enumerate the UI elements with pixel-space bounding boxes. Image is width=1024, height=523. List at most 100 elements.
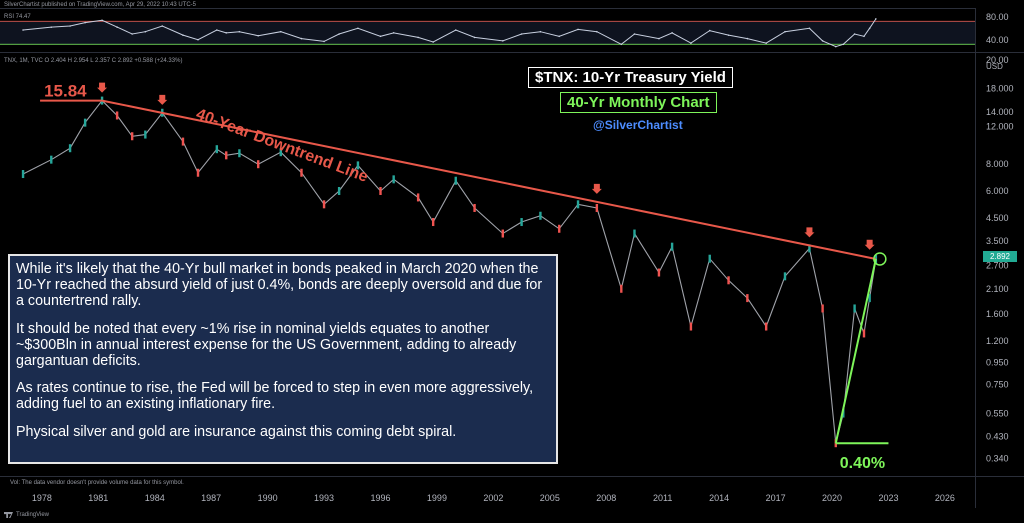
rsi-point — [116, 26, 118, 28]
price-tick-label: 12.000 — [986, 121, 1014, 131]
tradingview-label: TradingView — [16, 512, 50, 518]
price-tick-label: 3.500 — [986, 236, 1009, 246]
rsi-point — [671, 32, 673, 34]
rsi-point — [357, 27, 359, 30]
volume-note: Vol: The data vendor doesn't provide vol… — [10, 480, 184, 486]
axes: 80.00 40.00 20.00 18.000 14.000 12.000 8.000 6.… — [32, 12, 1014, 503]
rsi-point — [392, 32, 395, 34]
price-tick-label: 14.000 — [986, 107, 1014, 117]
rsi-point — [161, 25, 164, 27]
rsi-point — [144, 30, 147, 33]
year-tick-label: 2005 — [540, 493, 560, 503]
rsi-point — [863, 35, 865, 38]
rsi-point — [417, 36, 419, 39]
rsi-point — [842, 43, 845, 46]
year-tick-label: 2002 — [483, 493, 503, 503]
year-tick-label: 2023 — [878, 493, 898, 503]
trendline-label: 40-Year Downtrend Line — [194, 106, 371, 186]
price-tick-label: 18.000 — [986, 84, 1014, 94]
rsi-point — [708, 29, 711, 32]
rsi-point — [784, 30, 786, 33]
current-price-circle — [873, 252, 887, 266]
rsi-point — [225, 32, 228, 34]
year-tick-label: 1978 — [32, 493, 52, 503]
tradingview-logo[interactable]: TradingView — [4, 512, 49, 518]
price-tick-label: 0.950 — [986, 358, 1009, 368]
chart-subtitle: 40-Yr Monthly Chart — [560, 92, 717, 113]
price-tick-label: 0.340 — [986, 453, 1009, 463]
last-price-tag: 2.892 — [983, 251, 1017, 262]
top-marker-arrow — [804, 227, 815, 238]
rsi-point — [501, 40, 504, 42]
low-label: 0.40% — [840, 455, 885, 472]
price-line — [22, 99, 877, 444]
price-tick-label: 6.000 — [986, 186, 1009, 196]
chart-title: $TNX: 10-Yr Treasury Yield — [528, 67, 733, 88]
pane-separator — [0, 52, 1024, 53]
price-tick-label: 1.600 — [986, 309, 1009, 319]
rsi-point — [216, 29, 218, 31]
rsi-point — [454, 29, 457, 31]
rsi-point — [279, 30, 282, 33]
year-tick-label: 1981 — [88, 493, 108, 503]
price-tick-label: 8.000 — [986, 159, 1009, 169]
rsi-point — [22, 29, 24, 31]
rsi-point — [558, 35, 561, 38]
rsi-pane-top — [0, 8, 975, 9]
year-tick-label: 2011 — [653, 493, 672, 503]
rsi-point — [101, 19, 103, 22]
commentary-box: While it's likely that the 40-Yr bull ma… — [8, 254, 558, 464]
commentary-paragraph-4: Physical silver and gold are insurance a… — [16, 423, 457, 440]
rsi-point — [596, 30, 598, 33]
price-tick-label: 0.550 — [986, 409, 1009, 419]
price-tick-label: 2.100 — [986, 284, 1009, 294]
price-tick-label: 4.500 — [986, 213, 1009, 223]
rsi-point — [690, 42, 692, 44]
peak-label: 15.84 — [44, 82, 87, 101]
rsi-point — [338, 33, 340, 35]
year-tick-label: 2026 — [935, 493, 955, 503]
year-tick-label: 1987 — [201, 493, 221, 503]
publisher-credit: SilverChartist published on TradingView.… — [4, 2, 196, 8]
year-tick-label: 1996 — [370, 493, 390, 503]
rsi-point — [300, 37, 303, 40]
price-axis-border — [975, 8, 976, 508]
year-tick-label: 2008 — [596, 493, 616, 503]
downtrend-line — [101, 99, 877, 260]
commentary-paragraph-3: As rates continue to rise, the Fed will … — [16, 380, 534, 413]
top-marker-arrow — [864, 239, 875, 250]
rsi-point — [658, 37, 660, 40]
rsi-point — [50, 26, 53, 28]
rsi-point — [868, 27, 871, 30]
rsi-pane — [0, 18, 975, 48]
year-tick-label: 2014 — [709, 493, 729, 503]
rsi-point — [520, 33, 523, 35]
rsi-label: RSI 74.47 — [4, 14, 31, 20]
symbol-ohlc-label: TNX, 1M, TVC O 2.404 H 2.954 L 2.357 C 2… — [4, 58, 183, 64]
year-tick-label: 2020 — [822, 493, 842, 503]
rsi-point — [238, 30, 241, 33]
rsi-line — [23, 18, 877, 48]
rsi-point — [808, 27, 811, 30]
rsi-point — [620, 43, 623, 46]
rsi-point — [323, 40, 325, 43]
author-handle: @SilverChartist — [593, 118, 683, 132]
rsi-point — [182, 34, 184, 36]
rsi-point — [84, 21, 86, 24]
rsi-point — [746, 37, 749, 40]
price-tick-label: 1.200 — [986, 336, 1009, 346]
currency-label: USD — [986, 62, 1003, 71]
top-marker-arrow — [157, 94, 168, 105]
year-tick-label: 1993 — [314, 493, 334, 503]
rsi-band-fill — [0, 21, 975, 45]
rsi-point — [69, 25, 71, 27]
plot-bottom-border — [0, 476, 1024, 477]
rsi-point — [633, 33, 636, 35]
rsi-point — [821, 40, 824, 42]
commentary-paragraph-1: While it's likely that the 40-Yr bull ma… — [16, 261, 543, 310]
price-tick-label: 2.700 — [986, 260, 1009, 270]
year-tick-label: 2017 — [766, 493, 786, 503]
year-tick-label: 1999 — [427, 493, 447, 503]
price-tick-label: 20.00 — [986, 55, 1009, 65]
